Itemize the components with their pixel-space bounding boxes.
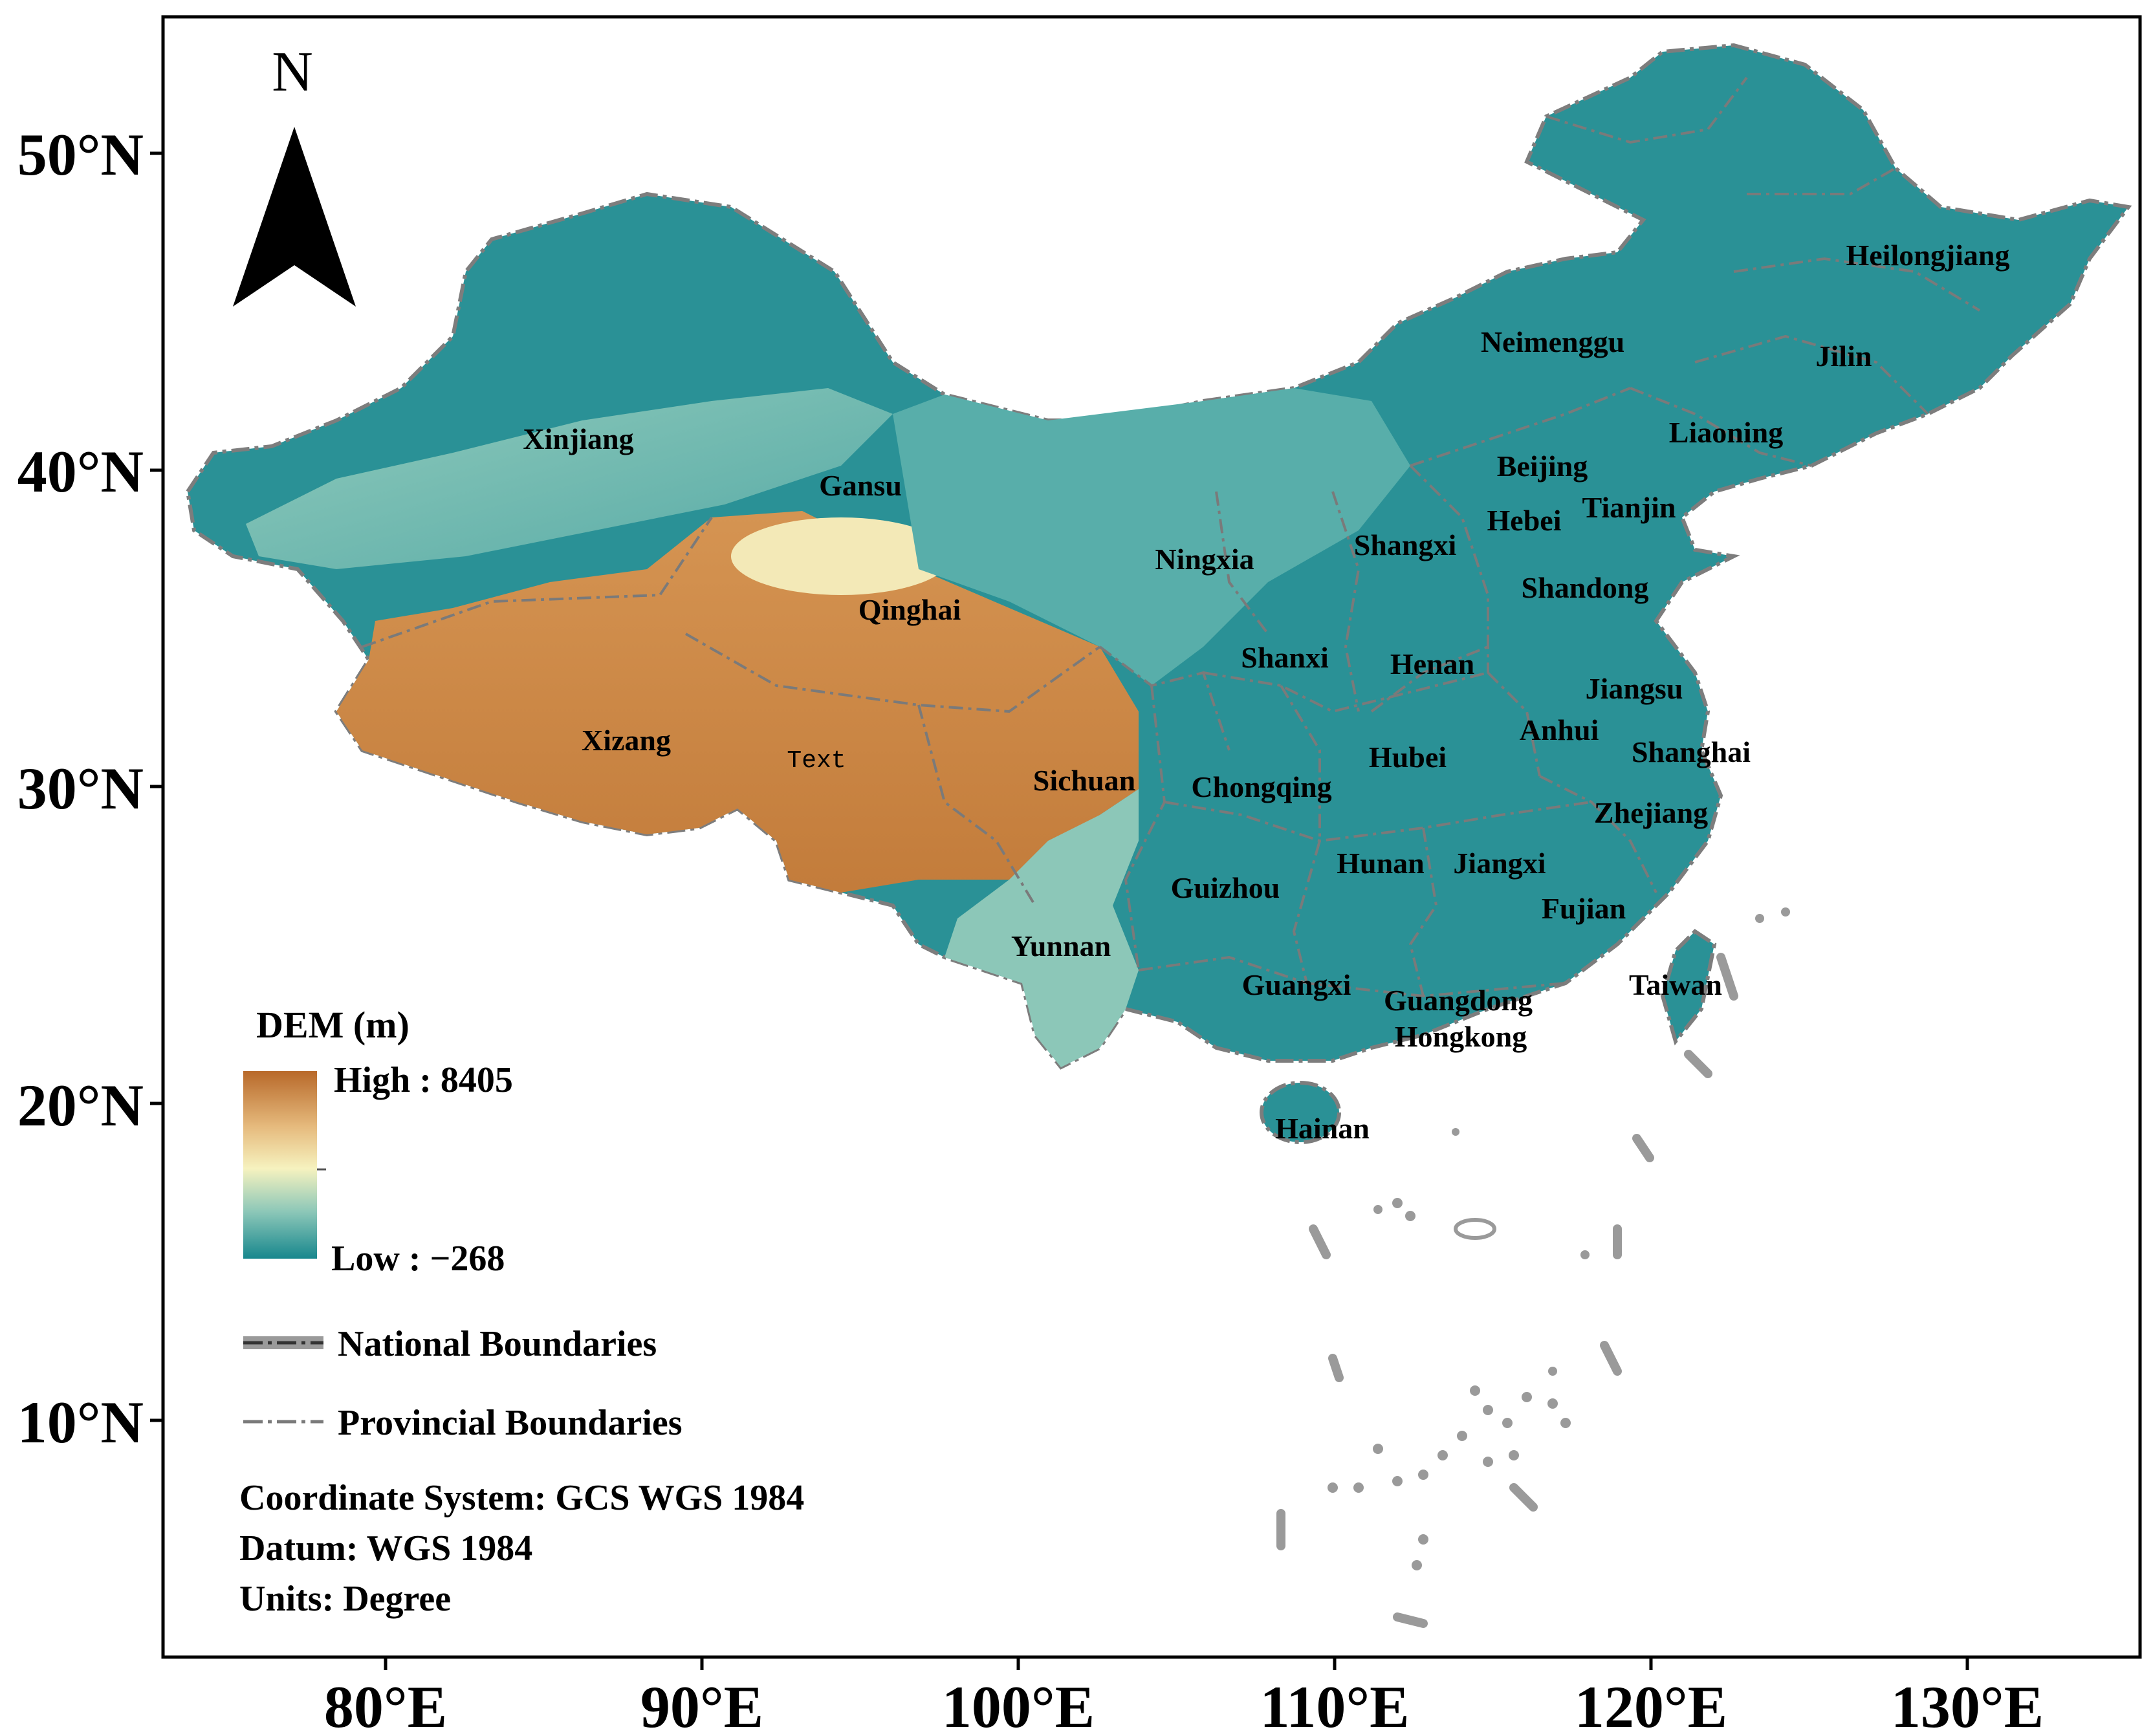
lat-label-40: 40°N [17,439,144,505]
province-label: Shanxi [1241,641,1329,674]
province-label: Hainan [1275,1112,1370,1145]
lat-label-30: 30°N [17,755,144,821]
province-label: Xizang [582,724,671,757]
north-label: N [272,41,313,103]
province-label: Fujian [1542,892,1626,925]
nine-dash-line [1276,953,1738,1628]
legend-national: National Boundaries [338,1324,657,1364]
taiwan-island [1660,929,1717,1046]
province-label: Shangxi [1354,528,1457,561]
province-label: Hubei [1369,741,1447,774]
lat-label-20: 20°N [17,1072,144,1138]
province-label: Guangdong [1384,984,1533,1017]
lon-label-90: 90°E [640,1674,763,1736]
province-label: Guizhou [1171,871,1280,904]
lon-ticks [384,1657,1969,1670]
province-label: Jilin [1816,340,1872,373]
placeholder-text: Text [787,747,846,775]
province-label: Xinjiang [523,422,633,455]
island-dots [1328,907,1790,1570]
provincial-boundaries [362,76,1981,998]
province-label: Sichuan [1033,764,1136,797]
province-label: Henan [1390,647,1474,680]
province-label: Yunnan [1011,929,1111,962]
province-label: Hebei [1487,504,1562,537]
province-label: Tianjin [1582,491,1676,524]
province-label: Shandong [1522,571,1649,604]
units-text: Units: Degree [239,1579,451,1619]
province-label: Ningxia [1155,543,1254,576]
legend-high: High : 8405 [334,1060,513,1100]
province-label: Taiwan [1629,968,1722,1001]
coordinate-system-text: Coordinate System: GCS WGS 1984 [239,1478,804,1518]
lat-label-50: 50°N [17,122,144,188]
north-arrow-icon [233,127,356,307]
province-label: Hunan [1337,847,1425,880]
datum-text: Datum: WGS 1984 [239,1528,532,1568]
legend-title: DEM (m) [256,1004,410,1046]
province-label: Qinghai [858,593,961,626]
province-label: Gansu [819,469,902,502]
province-label: Anhui [1520,713,1599,746]
province-label: Jiangsu [1586,672,1683,705]
province-label: Neimenggu [1481,325,1624,358]
lon-label-130: 130°E [1891,1674,2044,1736]
qaidam-region [731,517,951,595]
southwest-region [945,789,1139,1067]
lon-label-100: 100°E [942,1674,1095,1736]
legend-provincial: Provincial Boundaries [338,1403,683,1443]
lat-label-10: 10°N [17,1389,144,1455]
province-label: Shanghai [1632,735,1751,768]
province-label: Hongkong [1395,1020,1527,1053]
province-labels: Xinjiang Gansu Qinghai Xizang Ningxia Sh… [523,239,2009,1145]
hainan-island [1260,1081,1341,1144]
province-label: Zhejiang [1594,796,1708,829]
lon-label-120: 120°E [1575,1674,1727,1736]
basin-region [246,388,893,569]
dem-color-ramp [243,1071,317,1259]
province-label: Guangxi [1242,968,1351,1001]
north-region [893,388,1410,686]
province-label: Beijing [1497,450,1588,483]
lon-label-80: 80°E [324,1674,447,1736]
plateau-region [336,511,1139,906]
province-label: Chongqing [1191,770,1331,803]
province-label: Liaoning [1669,416,1783,449]
legend-low: Low : −268 [331,1239,505,1279]
province-label: Jiangxi [1453,847,1546,880]
legend: DEM (m) High : 8405 Low : −268 National … [239,1004,804,1619]
province-label: Heilongjiang [1846,239,2009,272]
lon-label-110: 110°E [1260,1674,1409,1736]
lat-ticks [150,151,163,1422]
